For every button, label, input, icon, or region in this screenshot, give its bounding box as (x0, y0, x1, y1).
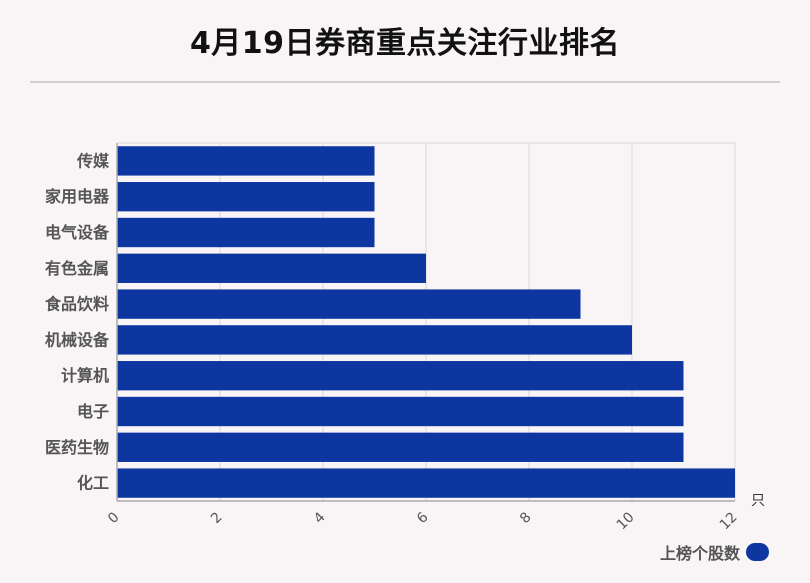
x-tick-label-1: 2 (208, 509, 226, 527)
bar-5 (117, 325, 632, 355)
category-label-4: 食品饮料 (44, 295, 109, 314)
legend-label: 上榜个股数 (659, 544, 740, 563)
category-label-8: 医药生物 (45, 438, 109, 457)
bar-4 (117, 289, 581, 319)
x-tick-label-2: 4 (311, 509, 329, 527)
bar-8 (117, 432, 684, 462)
x-tick-label-3: 6 (414, 509, 432, 527)
x-tick-label-4: 8 (517, 509, 535, 527)
x-tick-label-5: 10 (614, 509, 638, 533)
category-label-6: 计算机 (61, 366, 109, 385)
legend-swatch (746, 543, 769, 561)
bar-3 (117, 253, 426, 283)
category-label-9: 化工 (77, 474, 109, 493)
legend[interactable]: 上榜个股数 (660, 540, 769, 564)
category-label-3: 有色金属 (45, 259, 109, 278)
bar-7 (117, 396, 684, 427)
x-tick-label-0: 0 (105, 509, 123, 527)
category-label-7: 电子 (77, 402, 109, 421)
category-label-5: 机械设备 (45, 330, 110, 349)
bar-0 (117, 146, 375, 176)
x-unit-label: 只 (751, 493, 765, 509)
bar-9 (117, 468, 735, 498)
category-label-1: 家用电器 (45, 187, 110, 206)
bar-1 (117, 182, 375, 212)
category-label-2: 电气设备 (45, 223, 110, 242)
x-tick-label-6: 12 (717, 509, 741, 533)
category-label-0: 传媒 (76, 151, 110, 170)
chart-title: 4月19日券商重点关注行业排名 (189, 26, 621, 61)
bar-2 (117, 217, 375, 248)
title-divider (30, 81, 780, 83)
bar-6 (117, 361, 684, 391)
